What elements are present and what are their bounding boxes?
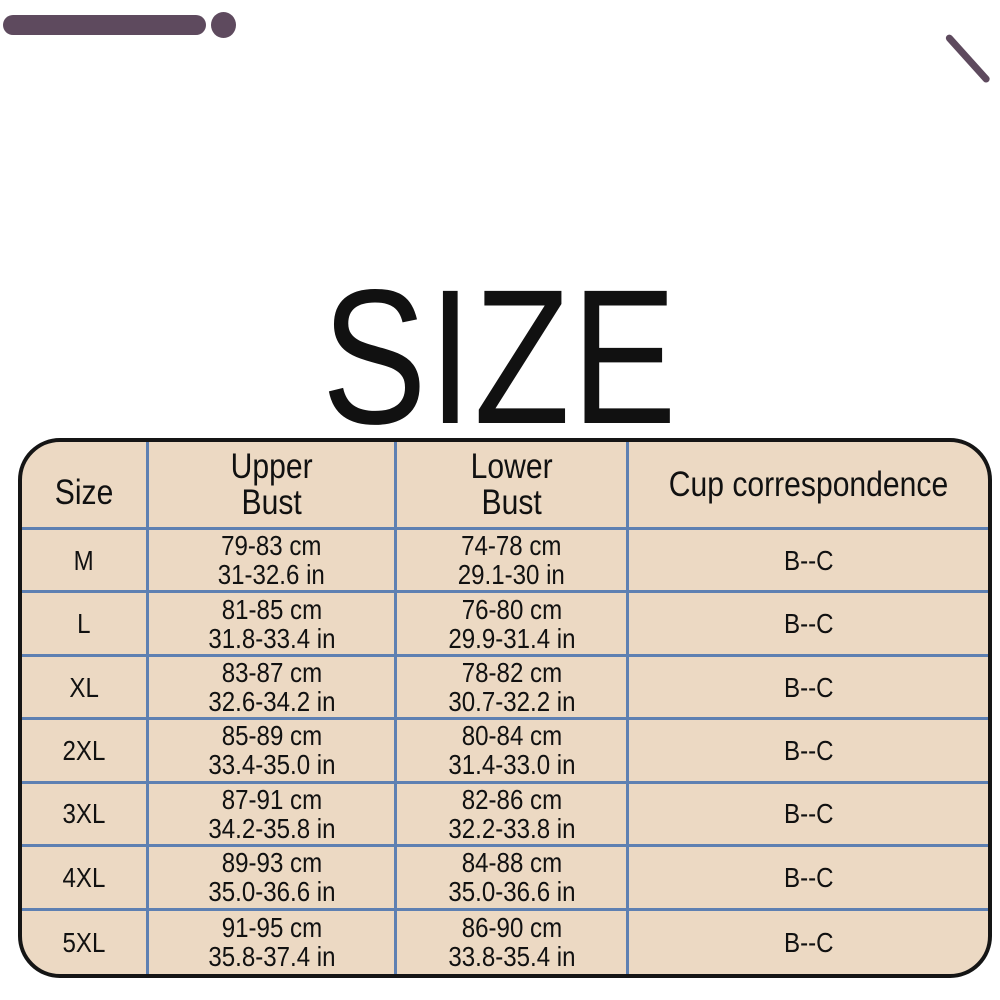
- size-label: 4XL: [62, 861, 106, 893]
- cell-size: 3XL: [22, 783, 149, 848]
- cup-value: B--C: [783, 861, 834, 893]
- upper-bust-value: 89-93 cm 35.0-36.6 in: [207, 847, 336, 908]
- cell-size: L: [22, 593, 149, 657]
- cell-lower-bust: 78-82 cm 30.7-32.2 in: [397, 656, 629, 721]
- upper-bust-value: 91-95 cm 35.8-37.4 in: [207, 912, 336, 973]
- cup-value: B--C: [783, 734, 834, 766]
- lower-bust-value: 86-90 cm 33.8-35.4 in: [447, 912, 576, 973]
- lower-bust-value: 78-82 cm 30.7-32.2 in: [447, 657, 576, 718]
- header-cup: Cup correspondence: [629, 442, 988, 530]
- size-label: L: [77, 608, 91, 640]
- header-lower-bust-label: Lower Bust: [470, 446, 553, 522]
- cell-size: M: [22, 530, 149, 594]
- lower-bust-value: 80-84 cm 31.4-33.0 in: [447, 720, 576, 781]
- cell-size: 4XL: [22, 847, 149, 911]
- cell-upper-bust: 85-89 cm 33.4-35.0 in: [149, 720, 397, 784]
- lower-bust-value: 74-78 cm 29.1-30 in: [457, 530, 566, 591]
- decorative-slash: [944, 33, 992, 84]
- lower-bust-value: 76-80 cm 29.9-31.4 in: [447, 593, 576, 654]
- size-table-grid: Size Upper Bust Lower Bust Cup corresponde…: [22, 442, 988, 974]
- cup-value: B--C: [783, 798, 834, 830]
- header-size: Size: [22, 442, 149, 530]
- upper-bust-value: 83-87 cm 32.6-34.2 in: [207, 657, 336, 718]
- cell-cup: B--C: [629, 911, 988, 974]
- cell-cup: B--C: [629, 593, 988, 657]
- cell-upper-bust: 89-93 cm 35.0-36.6 in: [149, 847, 397, 911]
- cell-upper-bust: 91-95 cm 35.8-37.4 in: [149, 910, 397, 974]
- size-label: XL: [69, 671, 99, 703]
- cell-lower-bust: 80-84 cm 31.4-33.0 in: [397, 720, 629, 784]
- upper-bust-value: 81-85 cm 31.8-33.4 in: [207, 593, 336, 654]
- header-upper-bust: Upper Bust: [149, 442, 397, 530]
- header-lower-bust: Lower Bust: [397, 442, 629, 530]
- cell-size: XL: [22, 656, 149, 721]
- size-label: 3XL: [62, 798, 106, 830]
- cup-value: B--C: [783, 671, 834, 703]
- header-upper-bust-label: Upper Bust: [230, 446, 313, 522]
- size-table: Size Upper Bust Lower Bust Cup corresponde…: [18, 438, 992, 978]
- cell-upper-bust: 87-91 cm 34.2-35.8 in: [149, 783, 397, 848]
- cell-lower-bust: 86-90 cm 33.8-35.4 in: [397, 910, 629, 974]
- cell-size: 2XL: [22, 720, 149, 784]
- cell-upper-bust: 79-83 cm 31-32.6 in: [149, 530, 397, 594]
- upper-bust-value: 85-89 cm 33.4-35.0 in: [207, 720, 336, 781]
- cell-lower-bust: 82-86 cm 32.2-33.8 in: [397, 783, 629, 848]
- cell-lower-bust: 74-78 cm 29.1-30 in: [397, 530, 629, 594]
- upper-bust-value: 87-91 cm 34.2-35.8 in: [207, 783, 336, 844]
- cell-lower-bust: 84-88 cm 35.0-36.6 in: [397, 847, 629, 911]
- header-cup-label: Cup correspondence: [668, 464, 949, 504]
- cell-lower-bust: 76-80 cm 29.9-31.4 in: [397, 593, 629, 657]
- lower-bust-value: 82-86 cm 32.2-33.8 in: [447, 783, 576, 844]
- lower-bust-value: 84-88 cm 35.0-36.6 in: [447, 847, 576, 908]
- cell-upper-bust: 83-87 cm 32.6-34.2 in: [149, 656, 397, 721]
- size-label: 2XL: [62, 734, 106, 766]
- cell-cup: B--C: [629, 530, 988, 594]
- cup-value: B--C: [783, 926, 834, 958]
- cell-cup: B--C: [629, 847, 988, 911]
- size-label: M: [73, 544, 95, 576]
- decorative-dot: [211, 12, 236, 38]
- cell-size: 5XL: [22, 910, 149, 974]
- size-label: 5XL: [62, 926, 106, 958]
- cell-upper-bust: 81-85 cm 31.8-33.4 in: [149, 593, 397, 657]
- cell-cup: B--C: [629, 720, 988, 784]
- cup-value: B--C: [783, 544, 834, 576]
- header-size-label: Size: [54, 472, 114, 512]
- upper-bust-value: 79-83 cm 31-32.6 in: [217, 530, 326, 591]
- cup-value: B--C: [783, 608, 834, 640]
- cell-cup: B--C: [629, 784, 988, 848]
- cell-cup: B--C: [629, 657, 988, 721]
- decorative-bar: [3, 15, 206, 35]
